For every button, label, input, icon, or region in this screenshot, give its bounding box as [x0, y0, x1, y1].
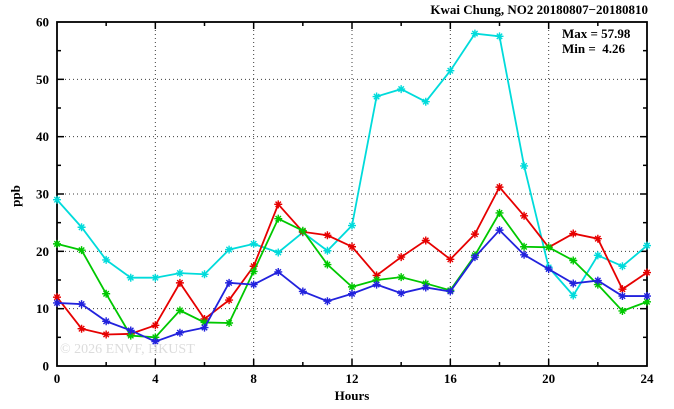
min-value-label: Min = 4.26: [562, 41, 626, 56]
y-tick-label: 40: [36, 129, 49, 144]
x-tick-label: 12: [346, 371, 359, 386]
series-cyan-line: [56, 32, 648, 297]
x-tick-label: 16: [444, 371, 458, 386]
series-red-line: [56, 185, 648, 336]
y-tick-label: 50: [36, 72, 49, 87]
y-axis-label: ppb: [8, 185, 23, 207]
y-tick-label: 60: [36, 15, 49, 30]
watermark-text: © 2026 ENVF, HKUST: [60, 342, 195, 357]
chart-title: Kwai Chung, NO2 20180807−20180810: [430, 2, 648, 17]
series-green: [53, 208, 651, 342]
series-red-markers: [53, 183, 651, 339]
y-tick-label: 10: [36, 301, 49, 316]
y-tick-label: 0: [43, 359, 50, 374]
max-value-label: Max = 57.98: [562, 26, 631, 41]
x-tick-label: 8: [250, 371, 257, 386]
max-min-annotation: Max = 57.98 Min = 4.26: [562, 26, 630, 56]
x-tick-label: 4: [152, 371, 159, 386]
series-blue: [53, 226, 651, 346]
series-blue-markers: [53, 226, 651, 346]
series-cyan-markers: [53, 29, 651, 300]
x-tick-label: 20: [542, 371, 555, 386]
x-tick-label: 0: [54, 371, 61, 386]
x-tick-label: 24: [641, 371, 655, 386]
x-axis-label: Hours: [334, 388, 370, 403]
y-tick-label: 30: [36, 187, 49, 202]
y-tick-label: 20: [36, 244, 49, 259]
